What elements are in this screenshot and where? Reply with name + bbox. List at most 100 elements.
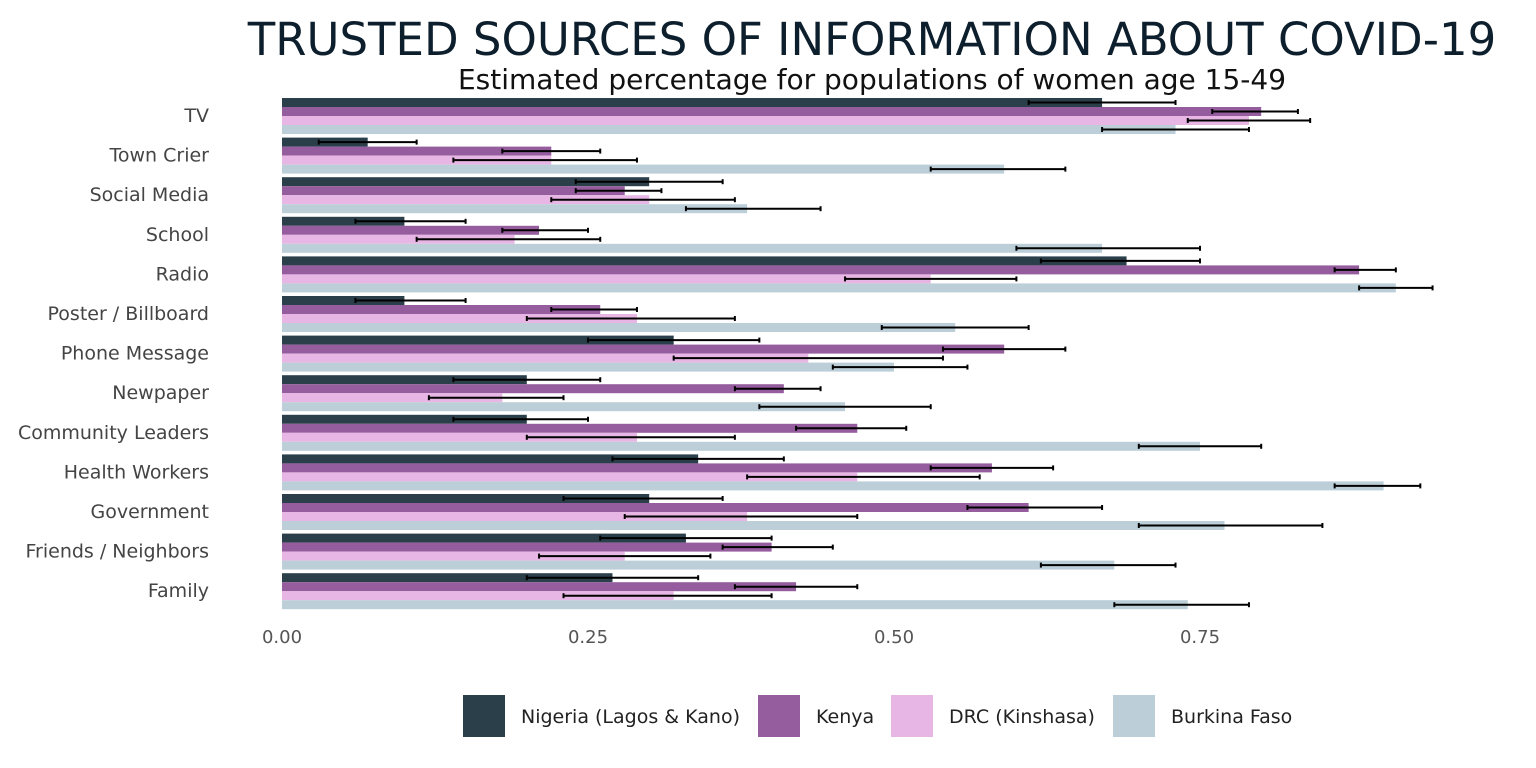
chart-subtitle: Estimated percentage for populations of … <box>458 63 1286 96</box>
error-bar <box>844 276 1018 282</box>
bar <box>282 225 540 235</box>
bar <box>282 393 503 403</box>
category-label: Poster / Billboard <box>48 303 209 325</box>
bar <box>282 274 931 284</box>
error-bar <box>562 496 724 501</box>
error-bar <box>1137 443 1263 449</box>
error-bar <box>501 227 589 233</box>
bar <box>282 125 1176 134</box>
bar <box>282 216 405 226</box>
error-bar <box>599 535 773 541</box>
x-axis-ticks: 0.00 0.25 0.50 0.75 <box>262 627 1220 648</box>
error-bar <box>746 474 981 480</box>
error-bar <box>354 218 467 224</box>
legend-label: Nigeria (Lagos & Kano) <box>521 706 740 728</box>
bar <box>282 551 625 561</box>
error-bars-layer <box>317 100 1434 608</box>
bar <box>282 335 674 345</box>
bar <box>282 155 552 165</box>
error-bar <box>1101 127 1250 132</box>
x-tick-label: 0.25 <box>568 627 608 648</box>
error-bar <box>550 307 638 312</box>
category-label: Town Crier <box>109 145 210 167</box>
error-bar <box>929 465 1055 471</box>
category-label: Friends / Neighbors <box>26 541 210 563</box>
category-label: TV <box>183 105 209 127</box>
bar <box>282 98 1103 107</box>
error-bar <box>1027 100 1177 105</box>
error-bar <box>1333 483 1422 489</box>
error-bar <box>758 404 932 410</box>
category-label: Health Workers <box>64 461 209 483</box>
bar <box>282 402 846 412</box>
error-bar <box>354 298 467 303</box>
category-label: Radio <box>156 263 209 285</box>
bar <box>282 296 405 305</box>
legend-swatch <box>758 695 800 737</box>
error-bar <box>1039 562 1177 568</box>
error-bar <box>415 236 602 242</box>
bar <box>282 591 674 601</box>
legend-swatch <box>1113 695 1155 737</box>
category-label: School <box>146 224 209 246</box>
bar <box>282 265 1360 275</box>
error-bar <box>966 505 1104 510</box>
legend-label: Kenya <box>816 706 874 728</box>
bar <box>282 512 748 521</box>
bar <box>282 560 1115 570</box>
error-bar <box>941 346 1067 352</box>
bar <box>282 454 699 464</box>
error-bar <box>795 425 908 431</box>
bar <box>282 441 1200 451</box>
category-label: Social Media <box>90 184 209 206</box>
bar <box>282 533 686 543</box>
error-bar <box>452 416 589 422</box>
error-bar <box>831 364 969 370</box>
bar <box>282 472 858 482</box>
error-bar <box>880 325 1030 330</box>
bar <box>282 414 527 424</box>
error-bar <box>587 337 761 343</box>
legend-label: DRC (Kinshasa) <box>949 706 1095 728</box>
bar <box>282 375 527 385</box>
bar <box>282 542 772 552</box>
error-bar <box>1137 523 1324 528</box>
bar <box>282 146 552 156</box>
legend-swatch <box>891 695 933 737</box>
x-tick-label: 0.00 <box>262 627 302 648</box>
bar <box>282 573 613 583</box>
bar <box>282 481 1384 491</box>
bar <box>282 362 894 372</box>
legend-swatch <box>463 695 505 737</box>
error-bar <box>525 316 736 321</box>
bar <box>282 353 809 363</box>
error-bar <box>525 575 700 581</box>
bars-layer <box>282 98 1396 610</box>
error-bar <box>427 395 565 401</box>
bar <box>282 164 1005 174</box>
bar <box>282 177 650 187</box>
x-tick-label: 0.50 <box>874 627 914 648</box>
error-bar <box>525 434 736 440</box>
bar <box>282 243 1103 253</box>
category-label: Community Leaders <box>18 422 209 444</box>
error-bar <box>550 197 736 203</box>
bar <box>282 582 797 592</box>
error-bar <box>672 355 944 361</box>
error-bar <box>501 148 602 154</box>
error-bar <box>684 206 822 212</box>
bar <box>282 256 1127 266</box>
error-bar <box>1113 602 1250 608</box>
bar <box>282 344 1005 354</box>
error-bar <box>452 377 602 383</box>
error-bar <box>452 157 638 163</box>
chart-title: TRUSTED SOURCES OF INFORMATION ABOUT COV… <box>247 13 1496 66</box>
bar <box>282 314 637 323</box>
bar <box>282 503 1029 512</box>
bar <box>282 204 748 214</box>
error-bar <box>538 553 712 559</box>
bar <box>282 432 637 442</box>
error-bar <box>611 456 785 462</box>
category-label: Government <box>91 501 210 523</box>
